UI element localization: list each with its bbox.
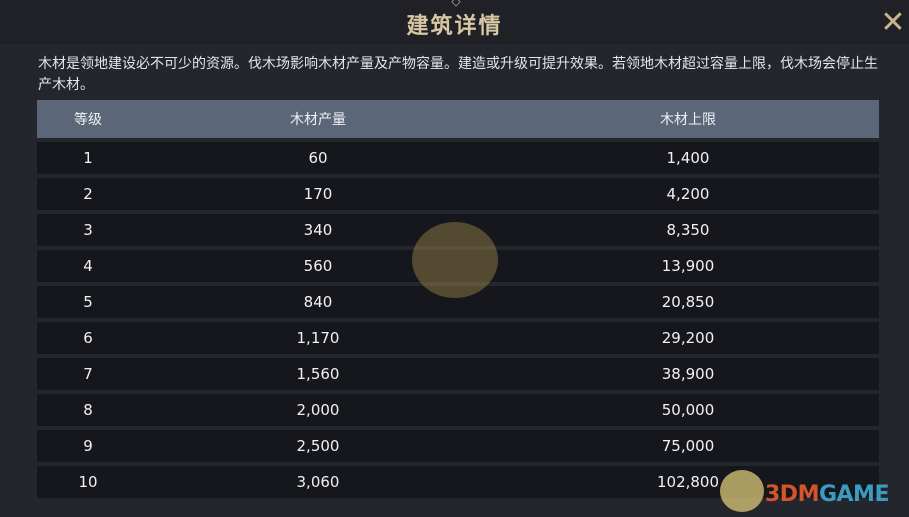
watermark-logo: 3DMGAME [765,482,889,507]
cell-level: 4 [83,257,93,275]
table-row: 4 560 13,900 [37,250,879,282]
ornament-icon: ◇ [451,0,461,8]
column-header-production: 木材产量 [290,112,346,128]
table-row: 2 170 4,200 [37,178,879,210]
cell-capacity: 13,900 [661,257,715,275]
cell-level: 7 [83,365,93,383]
title-bar [0,0,909,44]
mascot-logo [720,470,764,512]
page-title: 建筑详情 [406,13,503,39]
cell-production: 1,170 [296,329,340,347]
cell-level: 6 [83,329,93,347]
table-row: 3 340 8,350 [37,214,879,246]
table-row: 5 840 20,850 [37,286,879,318]
cell-production: 560 [303,257,333,275]
cell-production: 3,060 [296,473,340,491]
table-row: 7 1,560 38,900 [37,358,879,390]
cell-level: 9 [83,437,93,455]
cell-level: 2 [83,185,93,203]
cell-capacity: 8,350 [666,221,710,239]
cell-capacity: 29,200 [661,329,715,347]
table-row: 1 60 1,400 [37,142,879,174]
mascot-watermark [412,222,498,298]
close-icon[interactable]: ✕ [880,5,906,40]
column-header-level: 等级 [74,112,102,128]
cell-production: 60 [308,149,328,167]
cell-production: 840 [303,293,333,311]
column-header-capacity: 木材上限 [660,112,716,128]
cell-capacity: 20,850 [661,293,715,311]
cell-production: 2,500 [296,437,340,455]
cell-level: 8 [83,401,93,419]
cell-production: 170 [303,185,333,203]
cell-level: 5 [83,293,93,311]
cell-production: 2,000 [296,401,340,419]
cell-capacity: 102,800 [656,473,720,491]
table-header: 等级 木材产量 木材上限 [37,100,879,138]
table-row: 6 1,170 29,200 [37,322,879,354]
cell-capacity: 38,900 [661,365,715,383]
cell-capacity: 50,000 [661,401,715,419]
description: 木材是领地建设必不可少的资源。伐木场影响木材产量及产物容量。建造或升级可提升效果… [38,56,878,93]
cell-capacity: 1,400 [666,149,710,167]
table-row: 9 2,500 75,000 [37,430,879,462]
cell-level: 10 [78,473,98,491]
cell-level: 1 [83,149,93,167]
table-row: 8 2,000 50,000 [37,394,879,426]
level-table: 等级 木材产量 木材上限 1 60 1,400 2 170 4,200 3 340 8,350 4… [37,100,879,498]
cell-production: 340 [303,221,333,239]
cell-level: 3 [83,221,93,239]
cell-capacity: 75,000 [661,437,715,455]
cell-production: 1,560 [296,365,340,383]
cell-capacity: 4,200 [666,185,710,203]
